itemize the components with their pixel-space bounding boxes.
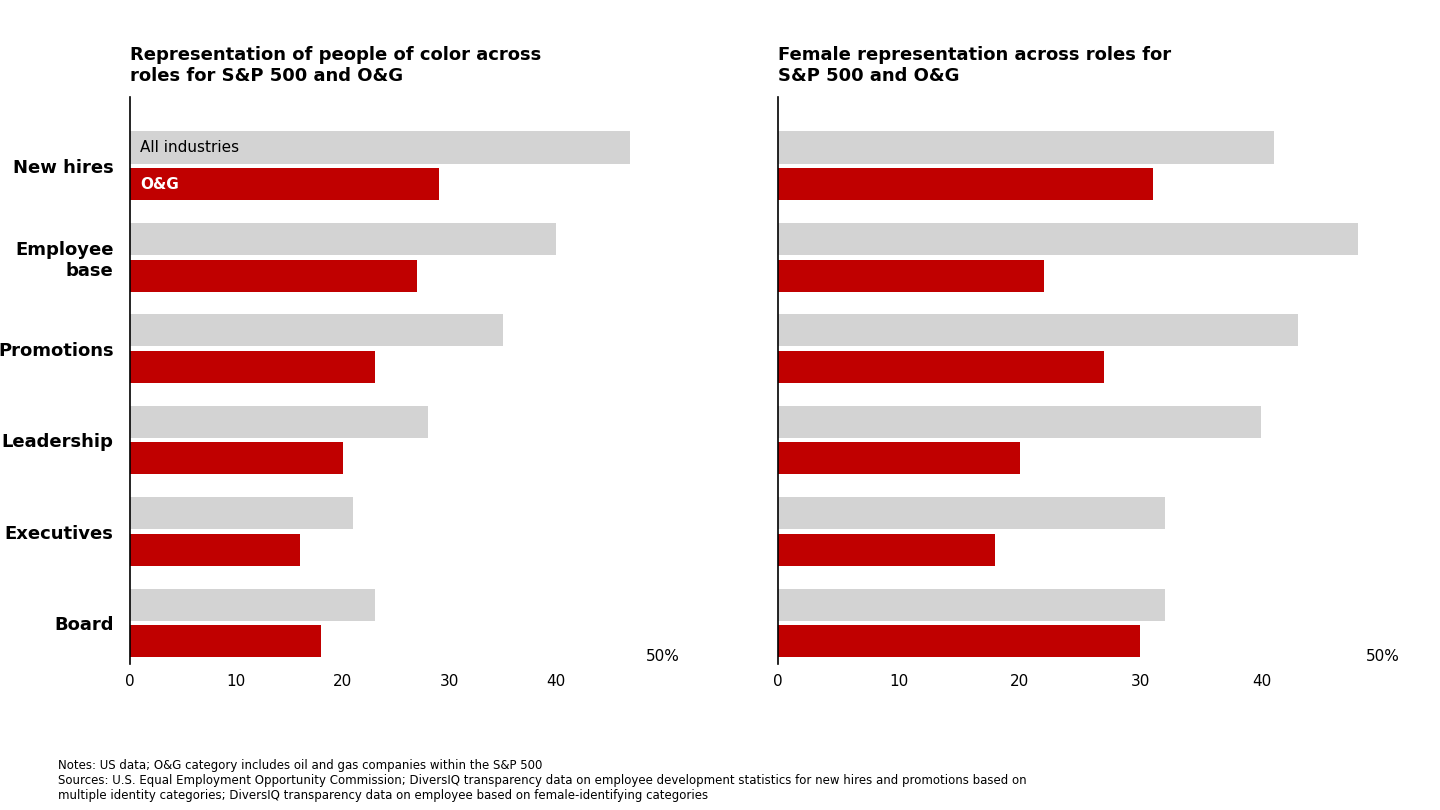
Text: Female representation across roles for
S&P 500 and O&G: Female representation across roles for S… <box>778 45 1171 84</box>
Text: Representation of people of color across
roles for S&P 500 and O&G: Representation of people of color across… <box>130 45 541 84</box>
Bar <box>778 223 1358 255</box>
Bar <box>778 406 1261 438</box>
Bar <box>130 223 556 255</box>
Bar <box>130 168 439 200</box>
Bar <box>778 259 1044 292</box>
Text: Notes: US data; O&G category includes oil and gas companies within the S&P 500
S: Notes: US data; O&G category includes oi… <box>58 759 1027 802</box>
Bar <box>778 589 1165 620</box>
Bar <box>130 259 418 292</box>
Bar <box>130 351 374 383</box>
Bar <box>778 131 1273 164</box>
Bar <box>778 442 1020 475</box>
Bar <box>778 625 1140 658</box>
Bar <box>778 497 1165 529</box>
Bar <box>130 497 353 529</box>
Bar <box>130 534 300 566</box>
Bar <box>130 314 503 347</box>
Text: 50%: 50% <box>1365 649 1400 664</box>
Text: All industries: All industries <box>140 140 239 155</box>
Bar <box>130 406 428 438</box>
Text: 50%: 50% <box>645 649 680 664</box>
Bar <box>778 314 1297 347</box>
Bar <box>130 625 321 658</box>
Bar <box>130 131 631 164</box>
Bar <box>130 442 343 475</box>
Bar <box>778 534 995 566</box>
Bar <box>130 589 374 620</box>
Bar <box>778 168 1152 200</box>
Bar <box>778 351 1104 383</box>
Text: O&G: O&G <box>140 177 179 192</box>
